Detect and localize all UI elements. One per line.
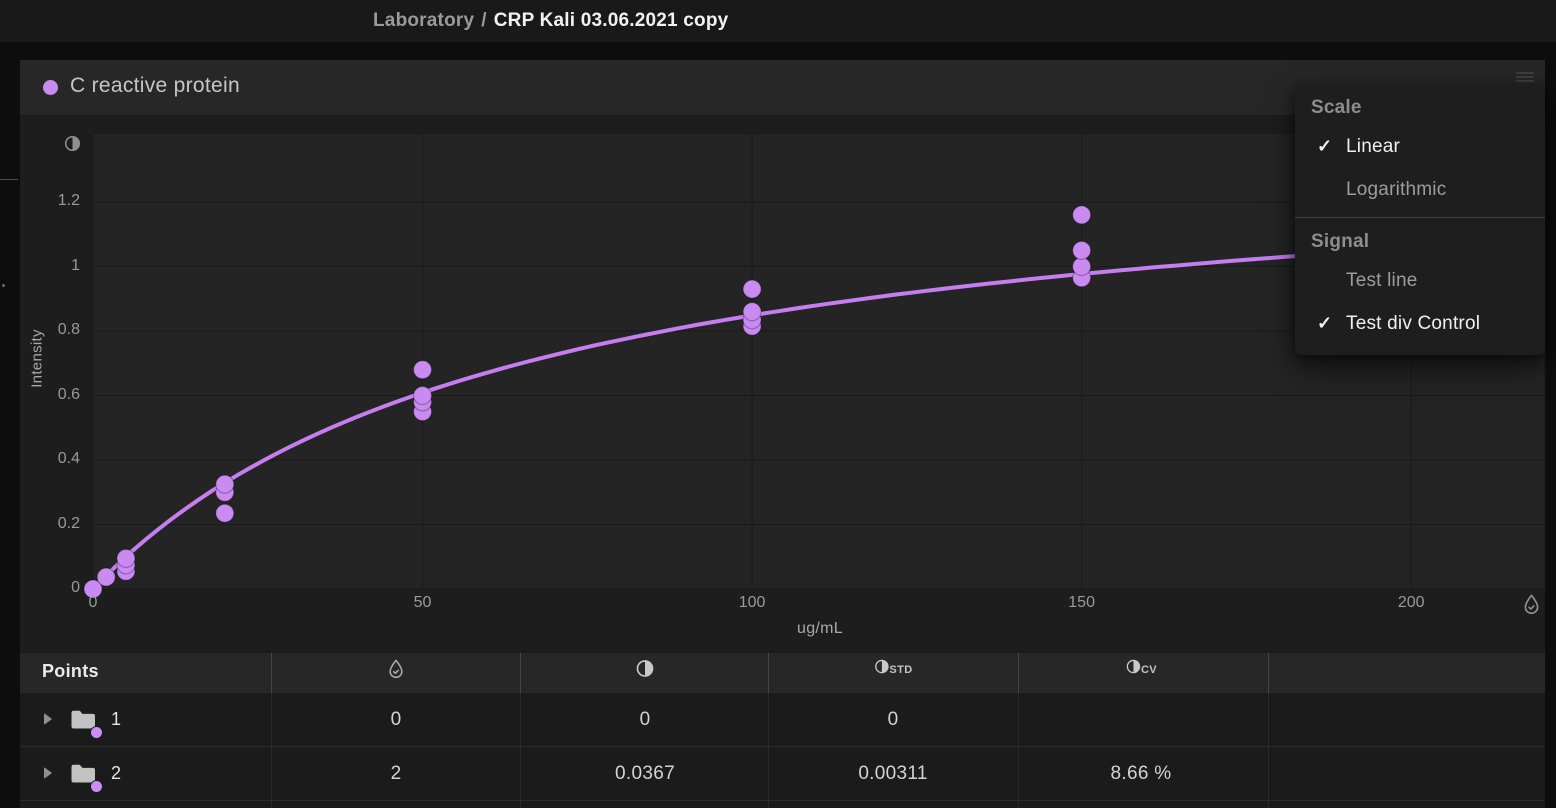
menu-item-test-div-control[interactable]: ✓ Test div Control (1295, 302, 1545, 345)
point-group-label: 1 (111, 709, 122, 729)
column-divider (1018, 653, 1019, 693)
data-point[interactable] (412, 385, 433, 406)
table-header-row: Points STD CV (20, 653, 1545, 693)
droplet-check-icon (386, 658, 406, 680)
concentration-cell: 2 (390, 763, 402, 784)
data-point[interactable] (1072, 205, 1092, 225)
data-point[interactable] (215, 474, 235, 494)
data-point[interactable] (742, 302, 762, 322)
column-divider (1268, 653, 1269, 693)
menu-divider (1295, 217, 1545, 218)
menu-item-logarithmic[interactable]: Logarithmic (1295, 168, 1545, 211)
folder-icon (70, 708, 97, 736)
series-color-badge (90, 726, 103, 739)
column-divider (768, 693, 769, 808)
left-edge-artifact (0, 179, 18, 180)
y-tick-label: 0.2 (57, 514, 80, 532)
y-tick-label: 1 (71, 256, 80, 274)
y-tick-label: 0.4 (57, 450, 80, 467)
data-point[interactable] (742, 279, 762, 299)
menu-item-label: Linear (1346, 135, 1401, 157)
intensity-std-cell: 0.00311 (858, 763, 928, 784)
x-tick-label: 200 (1397, 594, 1425, 611)
data-point[interactable] (215, 503, 235, 523)
data-point[interactable] (116, 548, 136, 568)
point-group-label: 2 (111, 763, 122, 783)
breadcrumb-section[interactable]: Laboratory (373, 10, 475, 31)
intensity-std-cell: 0 (887, 709, 899, 730)
icon-subscript: STD (889, 664, 913, 676)
chevron-right-icon[interactable] (44, 713, 52, 725)
page-title: CRP Kali 03.06.2021 copy (493, 10, 729, 31)
left-edge-artifact (2, 284, 5, 287)
menu-section-title-scale: Scale (1311, 97, 1362, 118)
y-tick-label: 0.8 (57, 321, 80, 338)
menu-item-label: Test div Control (1346, 312, 1481, 334)
breadcrumb: Laboratory / CRP Kali 03.06.2021 copy (373, 0, 728, 42)
column-divider (768, 653, 769, 693)
table-row-point-group-1[interactable]: 1 0 0 0 (20, 694, 1545, 747)
chart-options-menu-icon[interactable] (1516, 70, 1534, 84)
column-divider (520, 693, 521, 808)
checkmark-icon: ✓ (1317, 313, 1333, 333)
folder-icon (71, 710, 95, 729)
table-row (20, 801, 1545, 808)
series-color-badge (90, 780, 103, 793)
data-point[interactable] (1072, 256, 1092, 277)
menu-item-test-line[interactable]: Test line (1295, 259, 1545, 302)
chart-title: C reactive protein (70, 74, 240, 97)
menu-item-linear[interactable]: ✓ Linear (1295, 125, 1545, 168)
column-divider (271, 653, 272, 693)
intensity-cell: 0 (639, 709, 651, 730)
x-tick-label: 0 (88, 594, 98, 611)
column-divider (271, 693, 272, 808)
chart-panel-header (20, 60, 1545, 115)
concentration-axis-icon[interactable] (1521, 593, 1542, 621)
y-tick-label: 0.6 (57, 385, 80, 403)
checkmark-icon: ✓ (1317, 136, 1333, 156)
x-tick-label: 50 (413, 594, 432, 611)
chart-options-menu: Scale ✓ Linear Logarithmic Signal Test line ✓ T… (1295, 85, 1545, 355)
y-tick-label: 0 (71, 579, 80, 596)
x-tick-label: 100 (738, 594, 766, 611)
x-axis-title: ug/mL (797, 620, 843, 637)
folder-icon (70, 762, 97, 790)
folder-icon (71, 764, 95, 783)
table-row-point-group-2[interactable]: 2 2 0.0367 0.00311 8.66 % (20, 748, 1545, 801)
points-column-header: Points (42, 661, 99, 681)
breadcrumb-separator: / (481, 10, 487, 31)
chevron-right-icon[interactable] (44, 767, 52, 779)
column-divider (520, 653, 521, 693)
half-circle-icon (635, 658, 656, 679)
icon-subscript: CV (1140, 664, 1158, 676)
intensity-axis-icon[interactable] (63, 134, 82, 158)
x-tick-label: 150 (1068, 594, 1095, 611)
menu-section-title-signal: Signal (1311, 231, 1370, 252)
y-axis-title: Intensity (28, 329, 46, 388)
half-circle-icon-cv: CV (1125, 658, 1158, 676)
half-circle-icon-std: STD (873, 658, 913, 676)
intensity-cv-cell: 8.66 % (1110, 763, 1172, 784)
data-point[interactable] (83, 579, 103, 599)
column-divider (1018, 693, 1019, 808)
data-point[interactable] (96, 567, 116, 587)
menu-item-label: Test line (1346, 269, 1418, 291)
top-bar: Laboratory / CRP Kali 03.06.2021 copy (0, 0, 1556, 42)
column-divider (1268, 693, 1269, 808)
data-point[interactable] (1072, 240, 1092, 260)
intensity-cell: 0.0367 (615, 763, 675, 784)
concentration-cell: 0 (390, 709, 402, 730)
series-color-dot (43, 80, 58, 95)
y-tick-label: 1.2 (57, 192, 80, 209)
menu-item-label: Logarithmic (1346, 178, 1447, 200)
data-point[interactable] (412, 360, 433, 380)
